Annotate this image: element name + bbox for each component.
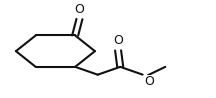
- Text: O: O: [75, 3, 84, 16]
- Text: O: O: [113, 34, 123, 47]
- Text: O: O: [144, 75, 154, 88]
